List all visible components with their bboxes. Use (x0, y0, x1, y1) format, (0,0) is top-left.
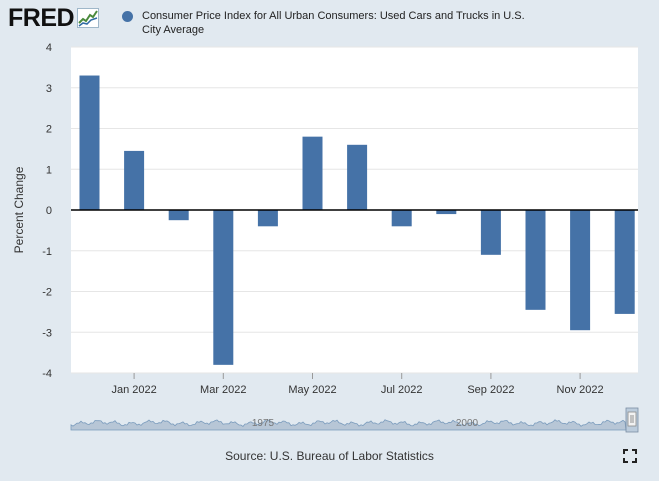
bar-feb-2022[interactable] (168, 210, 189, 221)
y-axis-label: Percent Change (12, 166, 26, 253)
navigator-series (70, 419, 627, 431)
y-tick-label: 1 (46, 164, 52, 176)
x-tick-label: Jan 2022 (111, 384, 156, 396)
x-axis-ticks: Jan 2022 Mar 2022 May 2022 Jul 2022 Sep 2022… (111, 373, 604, 396)
bar-apr-2022[interactable] (257, 210, 278, 227)
bar-sep-2022[interactable] (480, 210, 501, 255)
bar-oct-2022[interactable] (525, 210, 546, 310)
y-tick-label: -4 (42, 368, 52, 380)
fullscreen-icon[interactable] (623, 449, 637, 463)
bar-jan-2022[interactable] (124, 150, 145, 210)
bar-nov-2022[interactable] (570, 210, 591, 331)
navigator[interactable]: 1975 2000 (70, 407, 639, 433)
fred-logo-text: FRED (8, 4, 75, 32)
fred-logo[interactable]: FRED (8, 4, 100, 32)
legend[interactable]: Consumer Price Index for All Urban Consu… (122, 9, 542, 37)
y-tick-label: -3 (42, 327, 52, 339)
y-tick-label: 4 (46, 42, 52, 54)
navigator-label-1975: 1975 (252, 418, 275, 429)
y-axis-ticks: 4 3 2 1 0 -1 -2 -3 -4 (42, 42, 52, 380)
navigator-handle[interactable] (627, 411, 637, 427)
bar-jun-2022[interactable] (347, 144, 368, 210)
bar-aug-2022[interactable] (436, 210, 457, 215)
x-tick-label: Sep 2022 (467, 384, 514, 396)
y-tick-label: 0 (46, 205, 52, 217)
bars (79, 75, 635, 365)
fred-chart-icon (77, 8, 100, 28)
y-tick-label: 3 (46, 83, 52, 95)
bar-dec-2021[interactable] (79, 75, 100, 211)
navigator-label-2000: 2000 (456, 418, 479, 429)
y-tick-label: -2 (42, 287, 52, 299)
legend-marker (122, 11, 133, 22)
legend-label: Consumer Price Index for All Urban Consu… (142, 10, 525, 36)
bar-may-2022[interactable] (302, 136, 323, 210)
bar-jul-2022[interactable] (391, 210, 412, 227)
x-tick-label: Jul 2022 (381, 384, 423, 396)
x-tick-label: Nov 2022 (557, 384, 604, 396)
bar-mar-2022[interactable] (213, 210, 234, 365)
x-tick-label: Mar 2022 (200, 384, 246, 396)
source-text: Source: U.S. Bureau of Labor Statistics (225, 449, 434, 463)
bar-dec-2022[interactable] (614, 210, 635, 314)
y-tick-label: 2 (46, 124, 52, 136)
y-tick-label: -1 (42, 246, 52, 258)
x-tick-label: May 2022 (288, 384, 336, 396)
